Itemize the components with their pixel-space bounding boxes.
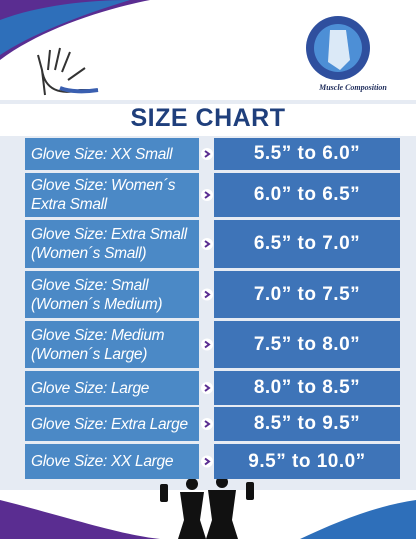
size-label: Glove Size: Small (Women´s Medium) <box>25 271 199 318</box>
title: SIZE CHART <box>130 104 286 132</box>
chevron <box>204 384 211 392</box>
size-label: Glove Size: Medium (Women´s Large) <box>25 321 199 368</box>
size-label: Glove Size: XX Large <box>25 444 199 479</box>
chevron-icon <box>201 382 213 394</box>
chevron <box>204 191 211 199</box>
chevron-icon <box>201 418 213 430</box>
logo-figure <box>328 30 350 70</box>
hand-tape <box>59 86 99 94</box>
size-label: Glove Size: Extra Small (Women´s Small) <box>25 220 199 268</box>
chevron <box>204 240 211 248</box>
size-label: Glove Size: Extra Large <box>25 407 199 441</box>
chevron-icon <box>201 238 213 250</box>
chevron <box>204 290 211 299</box>
title-band <box>0 104 416 136</box>
chevron-icon <box>201 288 213 301</box>
chevron <box>204 457 211 466</box>
athletes <box>160 476 254 539</box>
swoosh-bottom-right <box>300 500 416 539</box>
chevron <box>204 150 211 158</box>
size-range: 5.5” to 6.0” <box>214 138 400 170</box>
size-range: 6.5” to 7.0” <box>214 220 400 268</box>
size-label: Glove Size: Women´s Extra Small <box>25 173 199 217</box>
size-range: 7.0” to 7.5” <box>214 271 400 318</box>
size-label: Glove Size: Large <box>25 371 199 405</box>
size-range: 9.5” to 10.0” <box>214 444 400 479</box>
size-range: 8.0” to 8.5” <box>214 371 400 405</box>
chevron <box>204 340 211 349</box>
size-range: 8.5” to 9.5” <box>214 407 400 441</box>
size-range: 7.5” to 8.0” <box>214 321 400 368</box>
size-range: 6.0” to 6.5” <box>214 173 400 217</box>
chevron-icon <box>201 338 213 351</box>
chevron <box>204 420 211 428</box>
chevron-icon <box>201 189 213 201</box>
brand: Muscle Composition <box>319 83 387 92</box>
chevron-icon <box>201 455 213 468</box>
hand-icon <box>37 47 98 96</box>
swoosh-top-blue <box>0 0 130 55</box>
swoosh-bottom <box>0 500 160 539</box>
size-label: Glove Size: XX Small <box>25 138 199 170</box>
chevron-icon <box>201 148 213 160</box>
